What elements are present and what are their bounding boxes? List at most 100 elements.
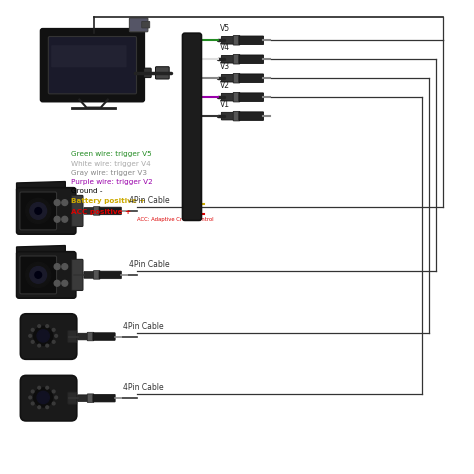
FancyBboxPatch shape — [17, 252, 76, 298]
Text: White wire: trigger V4: White wire: trigger V4 — [71, 161, 151, 166]
Circle shape — [29, 335, 32, 337]
FancyBboxPatch shape — [155, 67, 169, 79]
Circle shape — [62, 264, 68, 270]
Circle shape — [34, 326, 53, 346]
Text: Ground -: Ground - — [71, 188, 102, 193]
FancyBboxPatch shape — [87, 394, 94, 402]
FancyBboxPatch shape — [233, 111, 240, 121]
Circle shape — [38, 406, 41, 409]
Circle shape — [62, 216, 68, 222]
Circle shape — [46, 406, 48, 409]
FancyBboxPatch shape — [20, 375, 77, 421]
Circle shape — [54, 264, 60, 270]
Text: Green wire: trigger V5: Green wire: trigger V5 — [71, 151, 152, 157]
FancyBboxPatch shape — [233, 73, 240, 83]
FancyBboxPatch shape — [233, 92, 240, 102]
Circle shape — [29, 396, 32, 399]
Circle shape — [52, 328, 55, 331]
FancyBboxPatch shape — [239, 112, 264, 120]
FancyBboxPatch shape — [72, 259, 83, 291]
Text: Gray wire: trigger V3: Gray wire: trigger V3 — [71, 170, 147, 176]
Text: Purple wire: trigger V2: Purple wire: trigger V2 — [71, 180, 153, 185]
Circle shape — [62, 200, 68, 206]
FancyBboxPatch shape — [239, 93, 264, 101]
FancyBboxPatch shape — [93, 333, 115, 340]
Circle shape — [52, 340, 55, 343]
Polygon shape — [17, 182, 65, 190]
Circle shape — [46, 344, 48, 347]
FancyBboxPatch shape — [78, 333, 88, 340]
Circle shape — [31, 390, 34, 393]
FancyBboxPatch shape — [17, 188, 76, 234]
FancyBboxPatch shape — [221, 93, 234, 101]
Circle shape — [54, 280, 60, 286]
FancyBboxPatch shape — [84, 272, 94, 278]
FancyBboxPatch shape — [239, 36, 264, 45]
Circle shape — [30, 266, 46, 283]
Text: 4Pin Cable: 4Pin Cable — [123, 322, 164, 331]
FancyBboxPatch shape — [233, 36, 240, 45]
FancyBboxPatch shape — [99, 207, 121, 215]
FancyBboxPatch shape — [68, 392, 77, 404]
FancyBboxPatch shape — [68, 330, 77, 343]
FancyBboxPatch shape — [129, 18, 148, 32]
Text: ACC: Adaptive Cruise Control: ACC: Adaptive Cruise Control — [137, 217, 214, 222]
FancyBboxPatch shape — [99, 271, 121, 279]
FancyBboxPatch shape — [221, 112, 234, 120]
Circle shape — [55, 335, 57, 337]
Text: V1: V1 — [220, 100, 230, 109]
Text: V5: V5 — [220, 24, 230, 33]
Circle shape — [35, 208, 42, 214]
FancyBboxPatch shape — [233, 55, 240, 64]
FancyBboxPatch shape — [20, 314, 77, 359]
FancyBboxPatch shape — [239, 74, 264, 82]
FancyBboxPatch shape — [239, 55, 264, 64]
FancyBboxPatch shape — [20, 256, 56, 294]
Circle shape — [35, 272, 42, 278]
Circle shape — [52, 402, 55, 405]
Circle shape — [54, 216, 60, 222]
Text: V4: V4 — [220, 43, 230, 52]
FancyBboxPatch shape — [221, 36, 234, 44]
Circle shape — [26, 199, 51, 223]
Circle shape — [38, 344, 41, 347]
FancyBboxPatch shape — [84, 208, 94, 214]
Text: V2: V2 — [220, 81, 230, 90]
Text: 4Pin Cable: 4Pin Cable — [123, 383, 164, 392]
Text: ACC positive +: ACC positive + — [71, 209, 131, 215]
FancyBboxPatch shape — [93, 207, 100, 215]
FancyBboxPatch shape — [20, 192, 56, 230]
Circle shape — [37, 392, 49, 404]
Circle shape — [46, 325, 48, 328]
FancyBboxPatch shape — [87, 332, 94, 341]
FancyBboxPatch shape — [93, 271, 100, 279]
FancyBboxPatch shape — [144, 68, 151, 78]
FancyBboxPatch shape — [142, 21, 150, 28]
Circle shape — [52, 390, 55, 393]
FancyBboxPatch shape — [93, 394, 115, 402]
FancyBboxPatch shape — [48, 36, 137, 94]
Text: Battery positive +: Battery positive + — [71, 199, 146, 204]
Circle shape — [38, 386, 41, 389]
Circle shape — [55, 396, 57, 399]
Text: V3: V3 — [220, 62, 230, 71]
Text: 4Pin Cable: 4Pin Cable — [129, 196, 170, 205]
Circle shape — [31, 340, 34, 343]
Circle shape — [30, 202, 46, 219]
Circle shape — [34, 388, 53, 407]
FancyBboxPatch shape — [72, 195, 83, 227]
FancyBboxPatch shape — [182, 33, 201, 220]
FancyBboxPatch shape — [78, 395, 88, 401]
Circle shape — [31, 328, 34, 331]
Circle shape — [62, 280, 68, 286]
Circle shape — [38, 325, 41, 328]
Circle shape — [54, 200, 60, 206]
FancyBboxPatch shape — [51, 45, 127, 67]
Circle shape — [26, 263, 51, 287]
FancyBboxPatch shape — [41, 29, 144, 101]
Text: 4Pin Cable: 4Pin Cable — [129, 260, 170, 269]
Circle shape — [31, 402, 34, 405]
Polygon shape — [17, 246, 65, 254]
FancyBboxPatch shape — [221, 55, 234, 63]
Circle shape — [46, 386, 48, 389]
